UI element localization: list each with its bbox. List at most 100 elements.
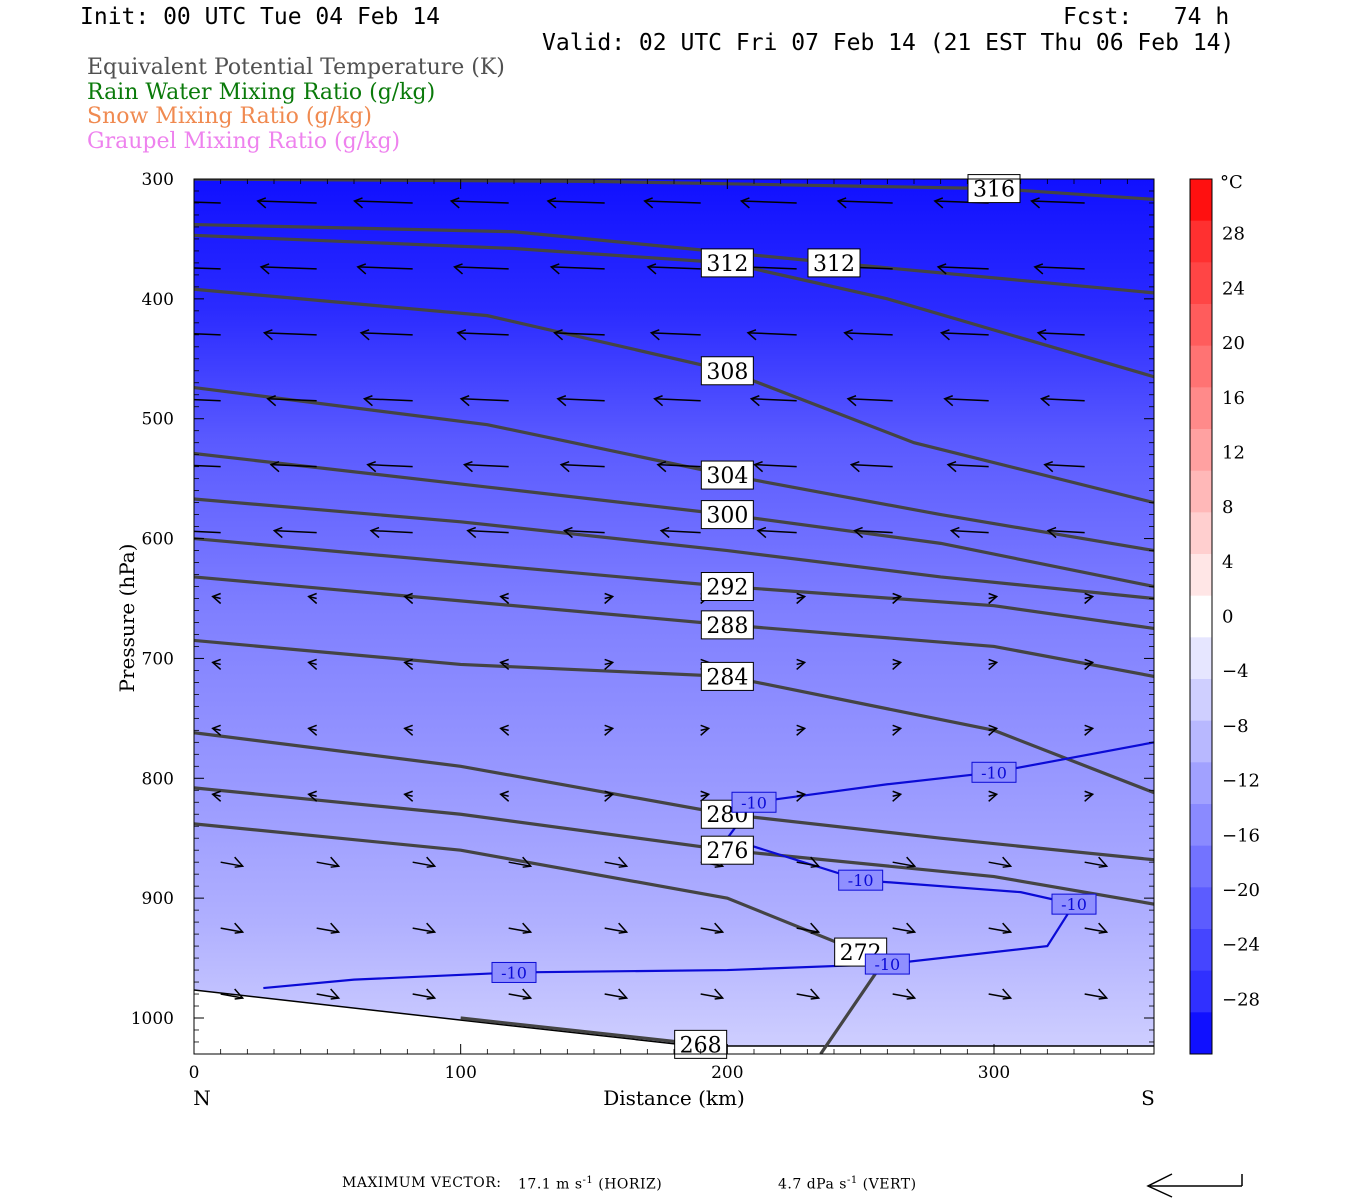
wind-arrow [1084,927,1107,933]
colorbar-swatch [1190,679,1212,722]
wind-arrowhead [739,197,750,209]
wind-arrowhead [256,197,267,209]
wind-arrow [194,267,221,270]
wind-arrowhead [936,263,947,275]
wind-arrow [554,332,605,336]
x-tick-label: 300 [978,1063,1010,1083]
wind-arrow [361,332,413,336]
wind-arrow [941,332,989,336]
theta-e-label: 300 [706,504,748,529]
wind-arrow [654,397,701,402]
theta-e-contour-316 [194,179,1154,201]
colorbar-label: 28 [1222,224,1245,245]
wind-arrow [464,463,509,468]
isotherm-minus10 [263,741,1154,990]
wind-arrow [454,266,509,270]
wind-arrowhead [499,658,510,670]
wind-arrowhead [403,592,414,605]
wind-arrow [412,927,435,933]
wind-arrow [757,529,797,534]
horiz-max-value: 17.1 m s [518,1176,583,1193]
wind-arrowhead [1084,658,1095,670]
theta-e-label: 276 [706,839,748,864]
legend-rain: Rain Water Mixing Ratio (g/kg) [87,80,436,105]
theta-e-contour-268 [460,1016,701,1046]
wind-arrowhead [1002,856,1013,868]
theta-e-label-box [700,248,754,278]
wind-arrowhead [1084,724,1095,736]
wind-arrow [1084,861,1107,867]
wind-arrow [647,266,701,270]
wind-arrowhead [604,724,615,736]
wind-arrowhead [618,988,629,1000]
colorbar-swatch [1190,470,1212,513]
isotherm-label: -10 [501,963,527,982]
terrain-line [194,989,1154,1047]
wind-arrow [1044,463,1085,468]
colorbar-label: −24 [1222,935,1260,956]
isotherm-label: -10 [981,763,1007,782]
wind-arrow [847,397,893,402]
wind-arrow [257,200,317,204]
x-tick-label: 200 [711,1063,743,1083]
wind-arrowhead [272,526,283,539]
wind-arrowhead [1002,922,1013,934]
wind-arrow [796,993,819,999]
wind-arrow [220,861,243,867]
wind-arrow [604,993,627,999]
wind-arrowhead [714,922,725,934]
theta-e-contour-312 [194,222,1154,295]
horiz-max: 17.1 m s-1 (HORIZ) [518,1175,662,1193]
wind-arrowhead [1084,592,1095,605]
theta-e-label: 288 [706,614,748,639]
wind-arrow [747,332,797,336]
wind-arrowhead [796,724,807,736]
wind-arrowhead [906,988,917,1000]
wind-arrowhead [403,658,414,670]
colorbar-label: 0 [1222,607,1233,628]
wind-arrow [951,529,989,534]
wind-arrowhead [178,528,186,538]
colorbar-label: −20 [1222,880,1260,901]
wind-vectors [164,197,1109,1000]
theta-e-label-box [700,356,754,386]
wind-arrowhead [853,526,864,539]
theta-e-label-box [700,500,754,530]
wind-arrow [988,927,1011,933]
legend-theta-e: Equivalent Potential Temperature (K) [87,55,505,80]
y-tick-label: 400 [142,290,174,310]
wind-arrowhead [356,263,367,275]
horiz-tag: (HORIZ) [598,1176,663,1193]
wind-arrow [508,927,531,933]
wind-arrow [944,397,989,402]
colorbar-swatch [1190,1012,1212,1055]
wind-arrow [1084,993,1107,999]
wind-arrowhead [988,658,999,670]
wind-arrowhead [559,460,570,473]
wind-arrowhead [796,790,807,802]
wind-arrowhead [234,922,245,934]
wind-arrowhead [659,526,670,539]
colorbar-swatch [1190,179,1212,222]
isotherm-label: -10 [741,793,767,812]
forecast-hour: Fcst: 74 h [1063,4,1229,30]
colorbar-swatch [1190,345,1212,388]
wind-arrowhead [892,724,903,736]
colorbar-unit: °C [1220,172,1243,193]
theta-e-label-box [700,835,754,865]
colorbar-swatch [1190,762,1212,805]
y-axis-label: Pressure (hPa) [115,544,139,693]
colorbar-label: 20 [1222,333,1245,354]
wind-arrow [412,993,435,999]
wind-arrowhead [403,724,414,736]
axes: 300 400 500 600 700 800 900 1000 0 100 200 300 N S Dis… [115,170,1155,1110]
colorbar-label: 16 [1222,388,1245,409]
colorbar-swatch [1190,720,1212,763]
wind-arrowhead [164,264,172,274]
colorbar-label: −8 [1222,716,1249,737]
wind-arrow [264,332,317,336]
wind-arrowhead [262,329,273,341]
isotherm-label: -10 [874,955,900,974]
wind-arrow [700,993,723,999]
